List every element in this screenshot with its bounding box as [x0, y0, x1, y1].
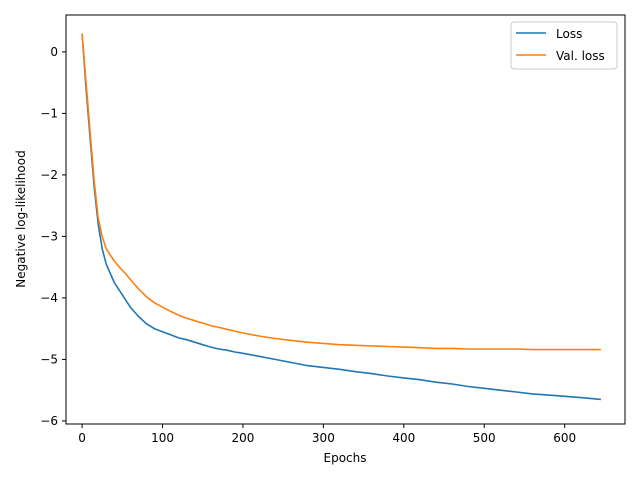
series-layer — [81, 33, 601, 401]
y-tick-label: −1 — [40, 106, 58, 120]
y-axis-label: Negative log-likelihood — [14, 150, 28, 287]
x-tick-label: 100 — [151, 431, 174, 445]
x-tick-label: 500 — [473, 431, 496, 445]
x-tick-label: 600 — [553, 431, 576, 445]
x-tick-label: 200 — [231, 431, 254, 445]
plot-frame — [65, 14, 626, 425]
plot-area — [66, 15, 625, 424]
x-tick-label: 400 — [392, 431, 415, 445]
y-tick-label: 0 — [50, 45, 58, 59]
legend-label-val-loss: Val. loss — [556, 49, 605, 63]
y-tick-label: −3 — [40, 229, 58, 243]
x-axis-ticks: 0 100 200 300 400 500 600 — [78, 424, 576, 445]
legend-label-loss: Loss — [556, 27, 582, 41]
x-tick-label: 0 — [78, 431, 86, 445]
x-axis-label: Epochs — [324, 451, 367, 465]
y-tick-label: −5 — [40, 352, 58, 366]
legend: Loss Val. loss — [510, 21, 618, 70]
y-axis-ticks: 0 −1 −2 −3 −4 −5 −6 — [40, 45, 66, 428]
y-tick-label: −2 — [40, 168, 58, 182]
series-line-val-loss — [81, 33, 601, 351]
x-tick-label: 300 — [312, 431, 335, 445]
y-tick-label: −4 — [40, 291, 58, 305]
series-line-loss — [81, 33, 601, 401]
y-tick-label: −6 — [40, 414, 58, 428]
